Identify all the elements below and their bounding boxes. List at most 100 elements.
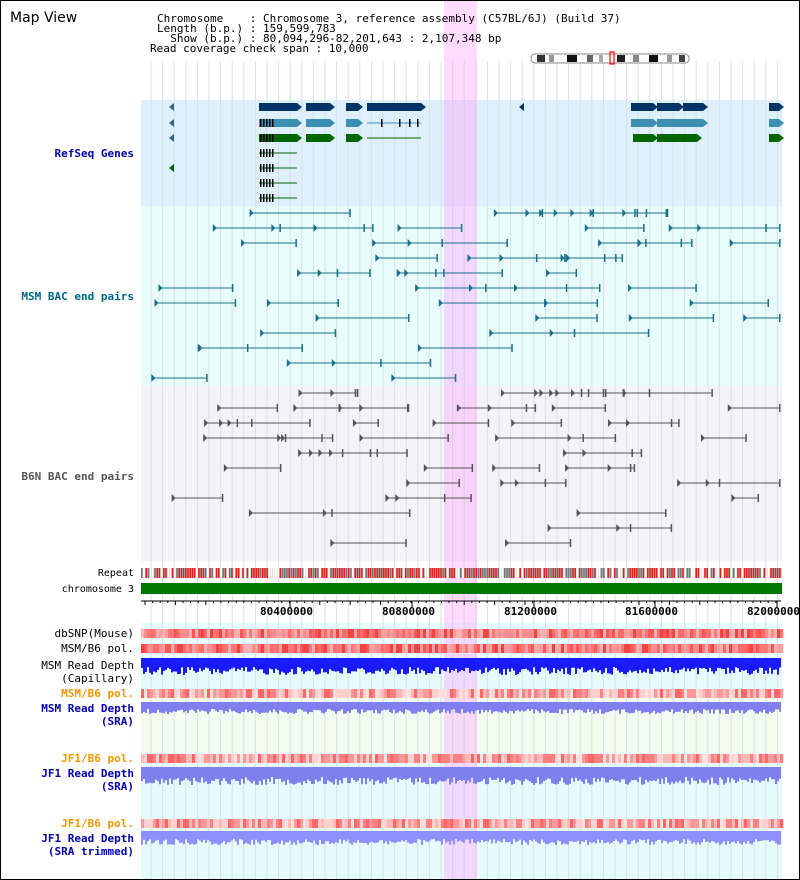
depth-bar (357, 702, 359, 713)
depth-bar (747, 702, 749, 711)
depth-bar (157, 831, 159, 840)
bac-end-marker (505, 539, 510, 547)
heat-cell (150, 644, 154, 653)
depth-bar (679, 702, 681, 712)
depth-bar (551, 702, 553, 713)
depth-bar (417, 831, 419, 840)
bac-end-marker (246, 344, 249, 352)
depth-bar (631, 702, 633, 714)
depth-bar (401, 658, 403, 670)
heat-cell (669, 689, 673, 698)
track-label-b6n-bac[interactable]: B6N BAC end pairs (21, 470, 134, 483)
depth-bar (719, 767, 721, 778)
heat-cell (546, 754, 550, 763)
depth-bar (453, 767, 455, 778)
depth-bar (283, 702, 285, 713)
heat-cell (690, 644, 694, 653)
depth-bar (403, 767, 405, 779)
exon-tick (260, 134, 262, 142)
heat-cell (513, 629, 517, 638)
exon-tick (417, 119, 419, 127)
heat-cell (354, 629, 358, 638)
depth-bar (319, 767, 321, 781)
heat-cell (507, 754, 511, 763)
bac-end-marker (499, 254, 504, 262)
depth-bar (593, 831, 595, 843)
bac-end-marker (436, 254, 438, 262)
depth-bar (755, 767, 757, 780)
depth-bar (739, 702, 741, 714)
depth-bar (215, 831, 217, 844)
heat-cell (198, 689, 202, 698)
depth-bar (765, 658, 767, 671)
heat-cell (729, 754, 733, 763)
depth-bar (543, 658, 545, 669)
repeat-element (625, 568, 627, 578)
depth-bar (505, 831, 507, 843)
depth-bar (387, 767, 389, 778)
bac-end-marker (309, 419, 311, 427)
bac-end-marker (745, 434, 747, 442)
repeat-element (515, 568, 517, 578)
depth-bar (331, 767, 333, 783)
depth-bar (263, 831, 265, 841)
heat-cell (723, 644, 727, 653)
heat-cell (360, 754, 364, 763)
depth-bar (757, 702, 759, 714)
gene-arrow (653, 134, 658, 142)
heat-cell (183, 689, 187, 698)
track-label-refseq[interactable]: RefSeq Genes (54, 147, 134, 160)
repeat-element (354, 568, 356, 578)
heat-cell (339, 629, 343, 638)
depth-bar (165, 702, 167, 712)
heat-cell (642, 689, 646, 698)
depth-bar (509, 702, 511, 711)
repeat-element (750, 568, 752, 578)
depth-bar (751, 831, 753, 845)
depth-bar (427, 767, 429, 785)
heat-cell (420, 629, 424, 638)
depth-bar (385, 831, 387, 842)
depth-bar (489, 702, 491, 710)
depth-bar (315, 767, 317, 780)
heat-cell (735, 629, 739, 638)
heat-cell (258, 689, 262, 698)
depth-bar (699, 658, 701, 668)
depth-bar (325, 658, 327, 673)
heat-cell (663, 629, 667, 638)
depth-bar (659, 702, 661, 714)
depth-bar (269, 767, 271, 782)
heat-cell (519, 689, 523, 698)
heat-cell (270, 689, 274, 698)
heat-cell (159, 754, 163, 763)
repeat-element (541, 568, 543, 578)
heat-cell (162, 754, 166, 763)
repeat-element (387, 568, 389, 578)
depth-bar (685, 767, 687, 778)
chromosome-bar (141, 583, 782, 594)
heat-cell (351, 819, 355, 828)
depth-bar (401, 702, 403, 713)
track-label-msm-bac[interactable]: MSM BAC end pairs (21, 290, 134, 303)
repeat-element (174, 568, 176, 578)
heat-cell (183, 629, 187, 638)
depth-bar (689, 702, 691, 711)
depth-bar (305, 702, 307, 712)
depth-bar (755, 658, 757, 670)
heat-cell (570, 819, 574, 828)
depth-bar (245, 658, 247, 668)
repeat-element (160, 568, 163, 578)
depth-bar (325, 767, 327, 785)
depth-bar (237, 767, 239, 782)
bac-end-marker (547, 524, 552, 532)
heat-cell (780, 689, 784, 698)
repeat-element (158, 568, 161, 578)
heat-cell (222, 629, 226, 638)
heat-cell (378, 644, 382, 653)
exon-tick (266, 119, 268, 127)
depth-bar (369, 702, 371, 711)
heat-cell (681, 689, 685, 698)
refseq-track-bg (141, 100, 782, 206)
track-label-jf1-b6-pol: JF1/B6 pol. (61, 752, 134, 765)
